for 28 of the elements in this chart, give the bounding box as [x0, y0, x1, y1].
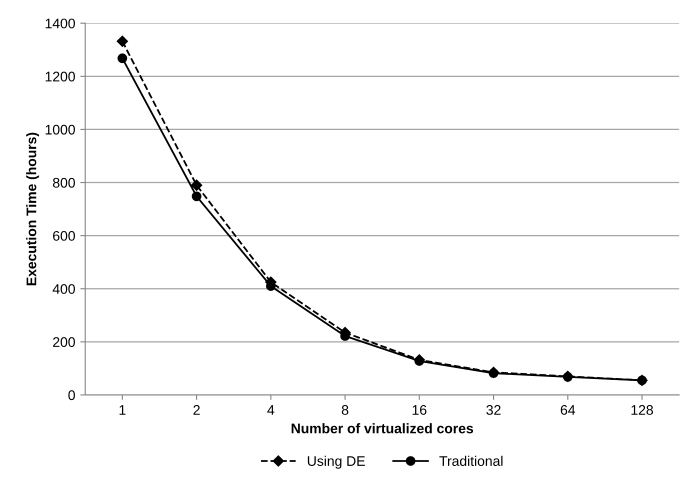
y-tick-label: 1000	[46, 124, 75, 135]
x-axis-title: Number of virtualized cores	[292, 423, 474, 434]
x-tick-label: 64	[560, 405, 576, 415]
point	[414, 356, 424, 366]
x-tick-label: 4	[267, 405, 274, 415]
x-tick-label: 1	[120, 405, 126, 415]
y-axis-title: Execution Time (hours)	[26, 132, 40, 286]
y-tick-label: 1200	[46, 72, 75, 82]
legend-label: Traditional	[439, 456, 502, 466]
y-tick-label: 200	[53, 337, 75, 348]
point	[190, 180, 202, 191]
point	[116, 36, 128, 47]
y-tick-label: 600	[53, 230, 75, 241]
y-tick-label: 400	[52, 284, 75, 294]
y-tick-label: 1400	[46, 18, 75, 28]
point	[637, 375, 647, 386]
point	[488, 368, 498, 378]
x-tick-label: 8	[342, 405, 348, 415]
point	[562, 372, 573, 382]
x-tick-label: 16	[412, 405, 426, 415]
x-tick-label: 128	[631, 405, 654, 415]
y-tick-label: 0	[68, 390, 75, 400]
point	[117, 53, 128, 64]
x-tick-label: 32	[486, 405, 501, 415]
y-tick-label: 800	[52, 178, 75, 188]
x-tick-label: 2	[193, 405, 200, 415]
legend-label: Using DE	[308, 456, 365, 469]
point	[192, 191, 202, 202]
